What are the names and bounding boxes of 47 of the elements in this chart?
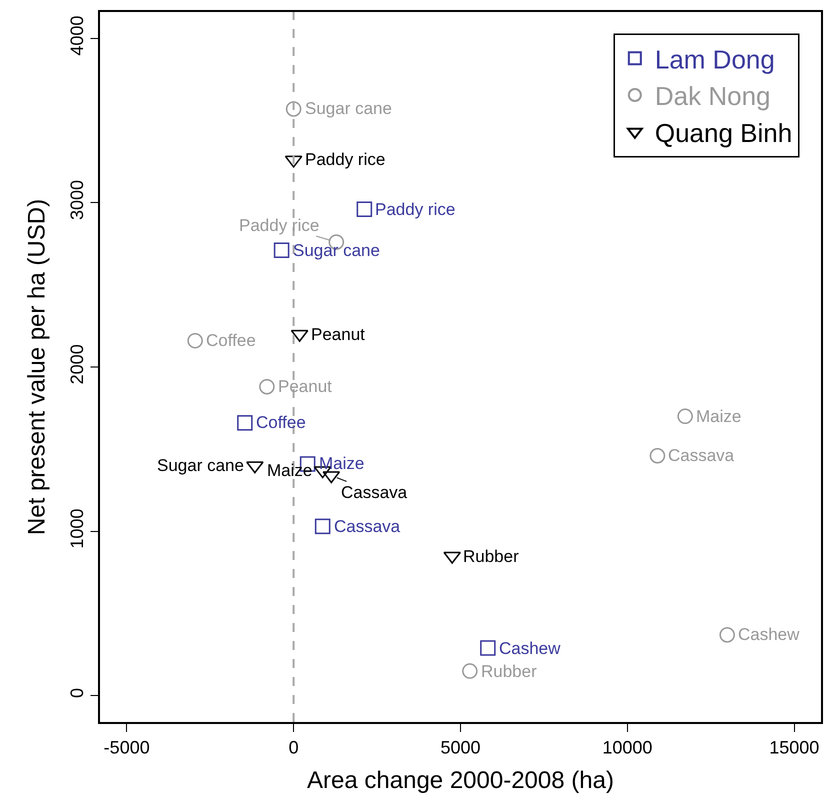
annotation: Maize (696, 407, 742, 426)
annotation: Cassava (668, 446, 735, 465)
point (650, 448, 666, 464)
annotation: Cassava (334, 517, 401, 536)
point (719, 627, 735, 643)
annotation: Rubber (481, 662, 538, 681)
annotation: Paddy rice (375, 200, 456, 219)
x-tick-label: 0 (288, 737, 299, 758)
annotation: Coffee (206, 331, 256, 350)
annotation: Cassava (341, 483, 408, 502)
point (274, 242, 290, 258)
legend-label: Lam Dong (654, 44, 775, 74)
x-tick-label: -5000 (104, 737, 150, 758)
annotation: Sugar cane (305, 99, 392, 118)
annotation: Sugar cane (157, 456, 244, 475)
y-tick-label: 3000 (67, 180, 88, 220)
annotation: Maize (267, 461, 312, 480)
annotation: Maize (319, 454, 364, 473)
annotation: Cashew (499, 639, 562, 658)
legend-label: Dak Nong (654, 81, 770, 112)
annotation: Paddy rice (305, 150, 386, 169)
point (187, 332, 203, 348)
point (677, 408, 693, 424)
y-tick-label: 4000 (67, 16, 88, 56)
legend-label: Quang Binh (654, 118, 792, 148)
point (237, 415, 253, 431)
y-tick-label: 2000 (67, 344, 88, 384)
point (314, 518, 330, 534)
annotation: Coffee (256, 413, 306, 432)
annotation: Peanut (311, 325, 366, 344)
y-axis-title: Net present value per ha (USD) (24, 198, 51, 536)
x-tick-label: 15000 (769, 737, 820, 758)
annotation: Cashew (738, 625, 800, 644)
annotation: Rubber (463, 547, 520, 566)
y-tick-label: 1000 (67, 508, 88, 549)
point (356, 201, 372, 217)
x-tick-label: 5000 (440, 737, 481, 758)
x-tick-label: 10000 (602, 737, 652, 758)
point (462, 663, 478, 679)
annotation: Paddy rice (239, 216, 320, 235)
annotation: Sugar cane (293, 241, 380, 260)
point (259, 378, 275, 394)
annotation: Peanut (278, 377, 332, 396)
y-tick-label: 0 (67, 688, 88, 698)
point (480, 640, 496, 656)
x-axis-title: Area change 2000-2008 (ha) (307, 767, 614, 794)
point (286, 101, 302, 117)
